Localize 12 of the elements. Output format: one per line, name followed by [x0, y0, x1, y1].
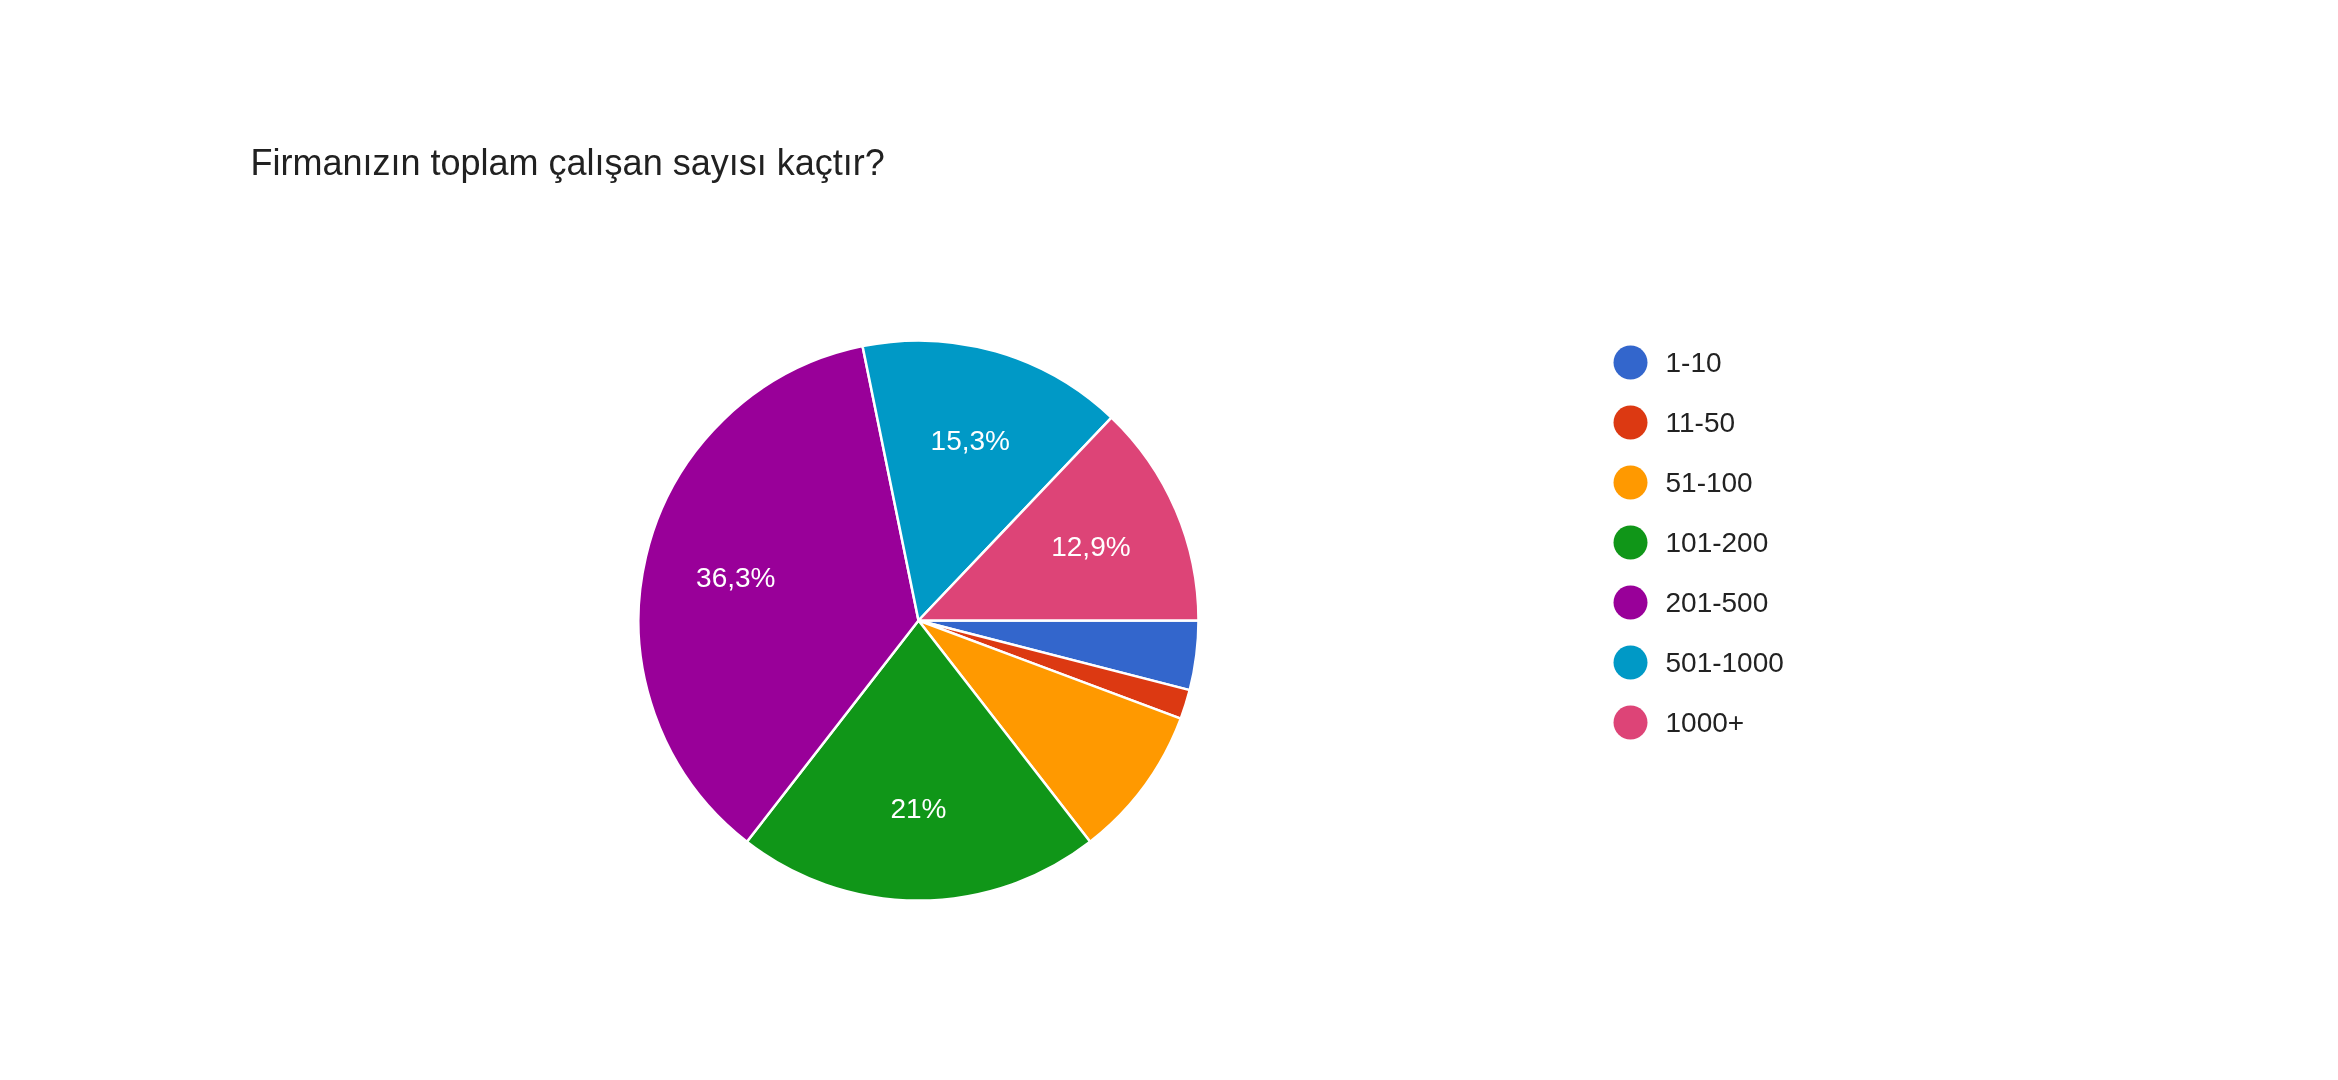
legend-label: 1-10 [1665, 347, 1722, 378]
data-label: 21% [890, 792, 947, 824]
data-label: 12,9% [1051, 531, 1131, 563]
legend-label: 51-100 [1665, 467, 1753, 498]
data-label: 15,3% [930, 424, 1010, 456]
chart-title: Firmanızın toplam çalışan sayısı kaçtır? [250, 142, 885, 183]
legend-label: 501-1000 [1665, 647, 1784, 678]
data-label: 36,3% [696, 562, 776, 594]
legend-label: 101-200 [1665, 527, 1769, 558]
legend-label: 11-50 [1665, 407, 1736, 438]
legend-label: 1000+ [1665, 707, 1745, 738]
legend-label: 201-500 [1665, 587, 1769, 618]
